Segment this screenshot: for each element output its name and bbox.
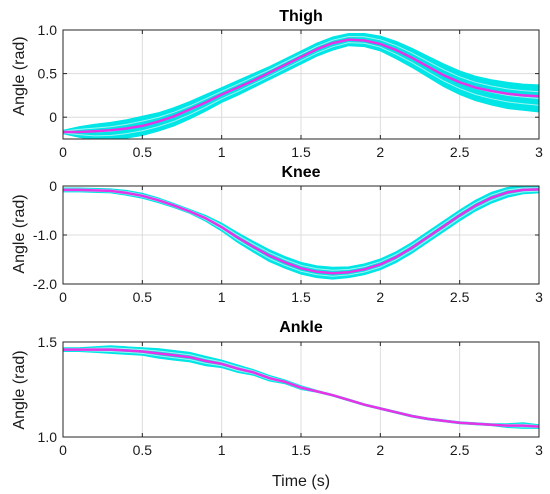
- ankle-xtick-label: 2: [376, 442, 384, 458]
- knee-xtick-label: 1: [218, 289, 226, 305]
- knee-xtick-label: 0: [59, 289, 67, 305]
- thigh-xtick-label: 2.5: [450, 144, 470, 160]
- knee-xtick-label: 3: [535, 289, 543, 305]
- ankle-xtick-label: 2.5: [450, 442, 470, 458]
- knee-ytick-label: 0: [49, 178, 57, 194]
- ankle-xtick-label: 3: [535, 442, 543, 458]
- thigh-plot-area: [63, 33, 539, 139]
- thigh-xtick-label: 1: [218, 144, 226, 160]
- thigh-xtick-label: 0.5: [133, 144, 153, 160]
- knee-title: Knee: [281, 164, 320, 181]
- thigh-xtick-label: 0: [59, 144, 67, 160]
- thigh-trial-line: [63, 35, 539, 132]
- ankle-xtick-label: 0: [59, 442, 67, 458]
- knee-xtick-label: 2.5: [450, 289, 470, 305]
- knee-ylabel: Angle (rad): [11, 194, 28, 273]
- ankle-ytick-label: 1.0: [38, 429, 58, 445]
- knee-xtick-label: 2: [376, 289, 384, 305]
- knee-plot-area: [63, 186, 539, 280]
- knee-xtick-label: 1.5: [291, 289, 311, 305]
- ankle-title: Ankle: [279, 319, 323, 336]
- thigh-xtick-label: 3: [535, 144, 543, 160]
- thigh-xtick-label: 1.5: [291, 144, 311, 160]
- ankle-xlabel: Time (s): [272, 473, 330, 490]
- thigh-ytick-label: 0: [49, 109, 57, 125]
- thigh-ytick-label: 0.5: [38, 66, 58, 82]
- knee-ytick-label: -2.0: [33, 276, 57, 292]
- knee-panel: Knee Angle (rad) 0 0.5 1 1.5 2 2.5 3 -2.0 -1.0 0: [11, 164, 543, 305]
- knee-xtick-label: 0.5: [133, 289, 153, 305]
- ankle-xtick-label: 0.5: [133, 442, 153, 458]
- thigh-xtick-label: 2: [376, 144, 384, 160]
- thigh-title: Thigh: [279, 8, 323, 25]
- knee-ytick-label: -1.0: [33, 227, 57, 243]
- thigh-mean-line: [63, 38, 539, 134]
- thigh-trial-line: [63, 42, 539, 137]
- thigh-ytick-label: 1.0: [38, 22, 58, 38]
- knee-mean-line: [63, 188, 539, 275]
- ankle-ytick-label: 1.5: [38, 334, 58, 350]
- ankle-ylabel: Angle (rad): [11, 350, 28, 429]
- ankle-panel: Ankle Angle (rad) Time (s) 0 0.5 1 1.5 2 2.5 3…: [11, 319, 543, 490]
- ankle-plot-area: [63, 345, 539, 429]
- ankle-mean-line: [63, 348, 539, 428]
- thigh-ylabel: Angle (rad): [11, 36, 28, 115]
- ankle-xtick-label: 1.5: [291, 442, 311, 458]
- thigh-panel: Thigh Angle (rad) 0 0.5 1 1.5 2 2.5 3 0 0.5 1.0: [11, 8, 543, 160]
- ankle-xtick-label: 1: [218, 442, 226, 458]
